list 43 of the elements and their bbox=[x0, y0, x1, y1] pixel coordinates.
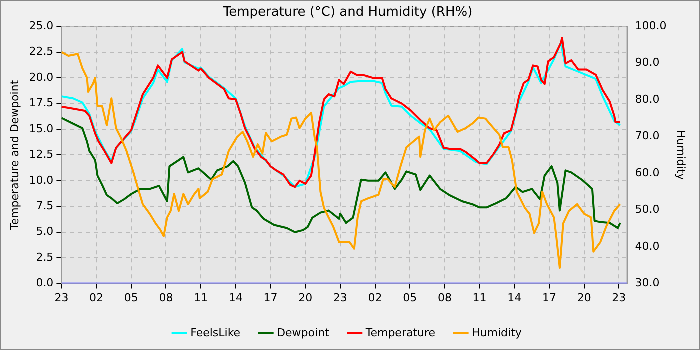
x-tick-label: 11 bbox=[194, 291, 208, 304]
y2-tick-label: 30.0 bbox=[635, 276, 660, 290]
y2-tick-label: 60.0 bbox=[635, 166, 660, 180]
x-tick-label: 08 bbox=[438, 291, 452, 304]
y2-tick-label: 40.0 bbox=[635, 240, 660, 253]
legend-label: Temperature bbox=[364, 326, 436, 340]
y-tick-label: 22.5 bbox=[29, 45, 54, 58]
x-tick-label: 02 bbox=[90, 291, 104, 304]
y-tick-label: 20.0 bbox=[29, 70, 54, 84]
y-tick-label: 25.0 bbox=[29, 19, 54, 32]
x-tick-label: 20 bbox=[577, 291, 592, 304]
x-tick-label: 08 bbox=[159, 291, 174, 304]
x-tick-label: 17 bbox=[264, 291, 278, 304]
x-tick-label: 02 bbox=[368, 291, 382, 304]
x-tick-label: 11 bbox=[472, 291, 487, 304]
x-tick-label: 05 bbox=[124, 291, 138, 304]
y2-tick-label: 70.0 bbox=[635, 130, 660, 143]
y-tick-label: 0.0 bbox=[36, 276, 54, 290]
y-tick-label: 7.5 bbox=[36, 200, 54, 212]
legend-label: Dewpoint bbox=[277, 326, 330, 340]
legend-label: Humidity bbox=[472, 326, 522, 340]
x-tick-label: 14 bbox=[228, 291, 243, 304]
y2-tick-label: 90.0 bbox=[635, 56, 660, 70]
x-tick-label: 17 bbox=[542, 291, 556, 304]
y2-tick-label: 50.0 bbox=[635, 203, 660, 216]
y-tick-label: 17.5 bbox=[29, 96, 54, 110]
y2-tick-label: 80.0 bbox=[635, 92, 660, 106]
y2-axis-title: Humidity bbox=[674, 130, 688, 181]
y-axis-title: Temperature and Dewpoint bbox=[8, 80, 22, 232]
x-tick-label: 23 bbox=[333, 291, 348, 304]
y2-tick-label: 100.0 bbox=[635, 19, 667, 32]
x-tick-label: 23 bbox=[54, 291, 69, 304]
y-tick-label: 2.5 bbox=[36, 250, 54, 264]
y-tick-label: 5.0 bbox=[36, 225, 54, 238]
legend-label: FeelsLike bbox=[190, 326, 241, 340]
x-tick-label: 23 bbox=[612, 291, 626, 304]
y-tick-label: 12.5 bbox=[29, 148, 54, 162]
y-tick-label: 15.0 bbox=[29, 122, 54, 136]
y-tick-label: 10.0 bbox=[29, 174, 54, 187]
x-tick-label: 05 bbox=[403, 291, 418, 304]
x-tick-label: 20 bbox=[298, 291, 313, 304]
x-tick-label: 14 bbox=[508, 291, 522, 304]
chart-title: Temperature (°C) and Humidity (RH%) bbox=[222, 5, 473, 20]
